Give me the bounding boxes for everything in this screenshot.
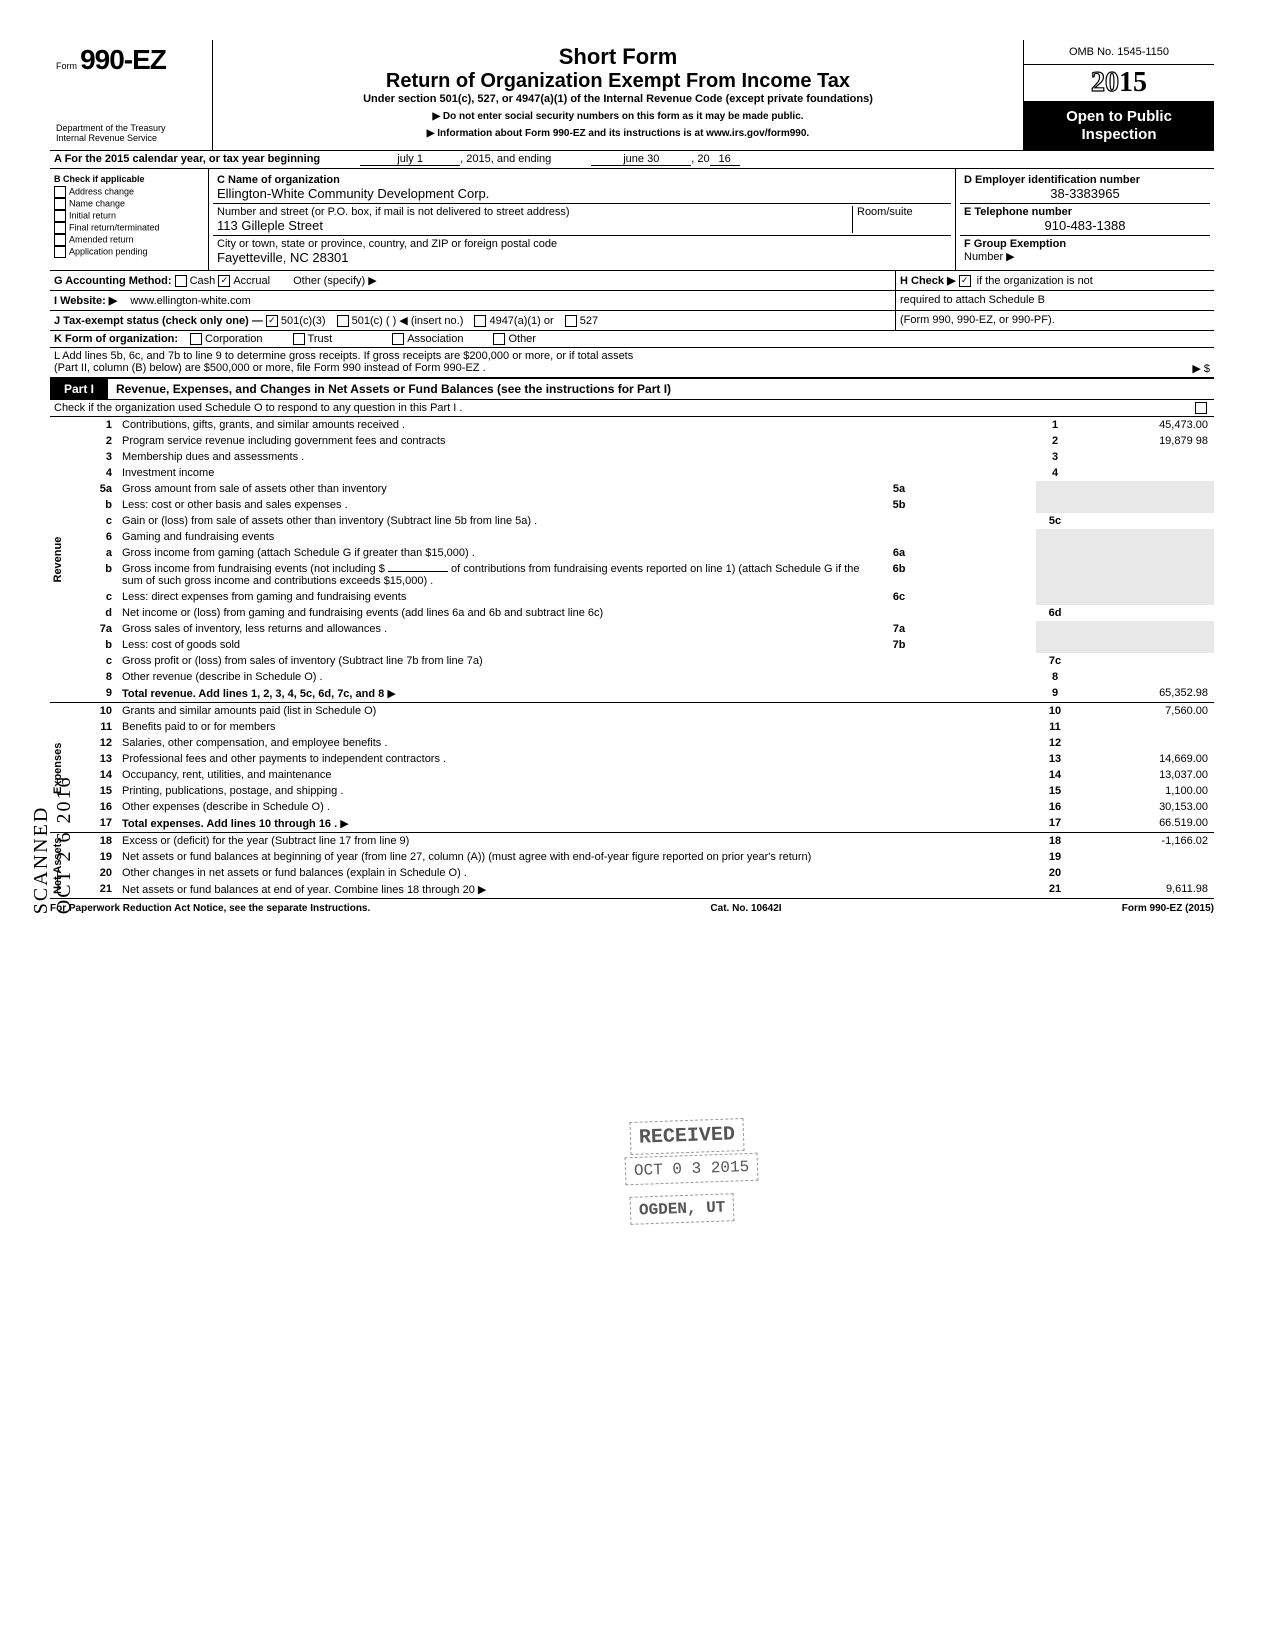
line17-value: 66.519.00	[1074, 815, 1214, 833]
line5b-value[interactable]	[918, 497, 1036, 513]
row-a: A For the 2015 calendar year, or tax yea…	[50, 151, 1214, 169]
line20-value	[1074, 865, 1214, 881]
chk-amended[interactable]	[54, 234, 66, 246]
phone: 910-483-1388	[964, 218, 1206, 233]
line5a-value[interactable]	[918, 481, 1036, 497]
line7b-value[interactable]	[918, 637, 1036, 653]
chk-501c[interactable]	[337, 315, 349, 327]
chk-accrual[interactable]: ✓	[218, 275, 230, 287]
website: www.ellington-white.com	[130, 295, 250, 307]
line9-value: 65,352.98	[1074, 685, 1214, 703]
bcd-block: B Check if applicable Address change Nam…	[50, 169, 1214, 271]
ogden-stamp: OGDEN, UT	[630, 1193, 735, 1225]
chk-final-return[interactable]	[54, 222, 66, 234]
form-prefix: Form	[56, 61, 77, 71]
line19-value	[1074, 849, 1214, 865]
line4-value	[1074, 465, 1214, 481]
chk-trust[interactable]	[293, 333, 305, 345]
row-k: K Form of organization: Corporation Trus…	[50, 331, 1214, 348]
line6b-value[interactable]	[918, 561, 1036, 589]
expenses-side-label: Expenses	[50, 703, 80, 833]
org-address: 113 Gilleple Street	[217, 218, 323, 233]
section-b: B Check if applicable Address change Nam…	[50, 169, 209, 270]
form-990ez-page: SCANNED OCT 2 6 2016 Form 990-EZ Departm…	[50, 40, 1214, 914]
received-date-stamp: OCT 0 3 2015	[625, 1153, 759, 1186]
line8-value	[1074, 669, 1214, 685]
section-def: D Employer identification number 38-3383…	[956, 169, 1214, 270]
short-form-label: Short Form	[223, 44, 1013, 70]
ein: 38-3383965	[964, 186, 1206, 201]
line6a-value[interactable]	[918, 545, 1036, 561]
chk-corp[interactable]	[190, 333, 202, 345]
row-l: L Add lines 5b, 6c, and 7b to line 9 to …	[50, 348, 1214, 378]
line6d-value	[1074, 605, 1214, 621]
revenue-side-label: Revenue	[50, 417, 80, 703]
netassets-side-label: Net Assets	[50, 833, 80, 899]
line7c-value	[1074, 653, 1214, 669]
part1-check-line: Check if the organization used Schedule …	[50, 400, 1214, 417]
warn-info: ▶ Information about Form 990-EZ and its …	[223, 128, 1013, 139]
received-stamp: RECEIVED	[629, 1118, 744, 1155]
warn-ssn: ▶ Do not enter social security numbers o…	[223, 111, 1013, 122]
chk-schedule-b[interactable]: ✓	[959, 275, 971, 287]
chk-address-change[interactable]	[54, 186, 66, 198]
tax-year: 2015	[1024, 65, 1214, 102]
part1-label: Part I	[50, 379, 108, 399]
form-id-box: Form 990-EZ Department of the Treasury I…	[50, 40, 213, 150]
page-footer: For Paperwork Reduction Act Notice, see …	[50, 899, 1214, 914]
line5c-value	[1074, 513, 1214, 529]
section-c: C Name of organization Ellington-White C…	[209, 169, 956, 270]
org-name: Ellington-White Community Development Co…	[217, 186, 489, 201]
line6c-value[interactable]	[918, 589, 1036, 605]
right-header-box: OMB No. 1545-1150 2015 Open to Public In…	[1023, 40, 1214, 150]
period-end-year[interactable]: 16	[710, 153, 740, 166]
row-i: I Website: ▶ www.ellington-white.com req…	[50, 291, 1214, 311]
line11-value	[1074, 719, 1214, 735]
period-end[interactable]: june 30	[591, 153, 691, 166]
chk-app-pending[interactable]	[54, 246, 66, 258]
chk-schedule-o[interactable]	[1195, 402, 1207, 414]
chk-name-change[interactable]	[54, 198, 66, 210]
line18-value: -1,166.02	[1074, 833, 1214, 850]
line16-value: 30,153.00	[1074, 799, 1214, 815]
header: Form 990-EZ Department of the Treasury I…	[50, 40, 1214, 151]
part1-lines-table: Revenue 1 Contributions, gifts, grants, …	[50, 417, 1214, 899]
org-city: Fayetteville, NC 28301	[217, 250, 349, 265]
line14-value: 13,037.00	[1074, 767, 1214, 783]
chk-527[interactable]	[565, 315, 577, 327]
part1-header: Part I Revenue, Expenses, and Changes in…	[50, 378, 1214, 400]
chk-4947[interactable]	[474, 315, 486, 327]
dept-treasury: Department of the Treasury Internal Reve…	[56, 124, 206, 144]
row-gh: G Accounting Method: Cash ✓Accrual Other…	[50, 271, 1214, 291]
line7a-value[interactable]	[918, 621, 1036, 637]
chk-cash[interactable]	[175, 275, 187, 287]
line3-value	[1074, 449, 1214, 465]
open-to-public: Open to Public Inspection	[1024, 102, 1214, 150]
chk-501c3[interactable]: ✓	[266, 315, 278, 327]
title-box: Short Form Return of Organization Exempt…	[213, 40, 1023, 150]
chk-assoc[interactable]	[392, 333, 404, 345]
line10-value: 7,560.00	[1074, 703, 1214, 720]
row-j: J Tax-exempt status (check only one) — ✓…	[50, 311, 1214, 331]
period-begin[interactable]: july 1	[360, 153, 460, 166]
chk-other-org[interactable]	[493, 333, 505, 345]
line13-value: 14,669.00	[1074, 751, 1214, 767]
section-h: H Check ▶ ✓ if the organization is not	[895, 271, 1214, 290]
line12-value	[1074, 735, 1214, 751]
line15-value: 1,100.00	[1074, 783, 1214, 799]
line2-value: 19,879 98	[1074, 433, 1214, 449]
omb-number: OMB No. 1545-1150	[1024, 40, 1214, 65]
line21-value: 9,611.98	[1074, 881, 1214, 899]
chk-initial-return[interactable]	[54, 210, 66, 222]
line1-value: 45,473.00	[1074, 417, 1214, 433]
part1-title: Revenue, Expenses, and Changes in Net As…	[108, 382, 671, 396]
return-title: Return of Organization Exempt From Incom…	[223, 70, 1013, 93]
form-number: 990-EZ	[80, 44, 166, 75]
subtitle: Under section 501(c), 527, or 4947(a)(1)…	[223, 93, 1013, 105]
